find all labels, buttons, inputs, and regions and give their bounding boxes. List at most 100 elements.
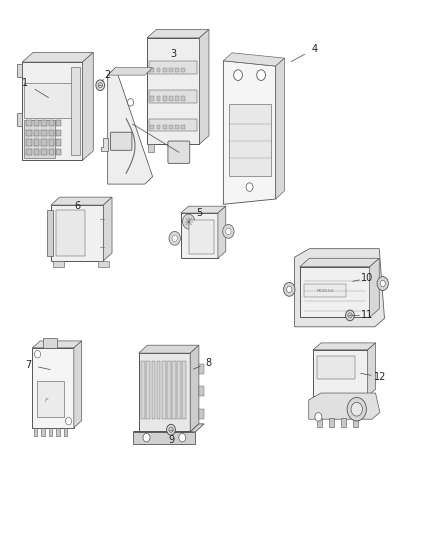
Bar (141, 361, 145, 418)
Circle shape (183, 214, 195, 229)
Bar (156, 96, 160, 101)
Circle shape (348, 313, 352, 318)
Bar (53, 261, 64, 267)
Polygon shape (276, 58, 285, 199)
Text: 2: 2 (105, 70, 111, 80)
Bar (43, 338, 57, 348)
Bar (156, 68, 160, 72)
Circle shape (347, 398, 366, 421)
Bar (175, 125, 179, 130)
Circle shape (246, 183, 253, 191)
Text: 10: 10 (361, 273, 374, 283)
FancyBboxPatch shape (168, 141, 190, 164)
Bar (17, 113, 22, 126)
Bar (49, 427, 53, 435)
Bar (41, 120, 46, 126)
Polygon shape (199, 29, 209, 144)
Bar (181, 125, 185, 130)
Bar (157, 361, 160, 418)
Bar (64, 427, 67, 435)
Bar (26, 149, 32, 155)
Bar (26, 120, 32, 126)
Bar (341, 418, 346, 427)
Bar (71, 67, 80, 155)
Circle shape (169, 427, 173, 432)
Circle shape (346, 310, 354, 321)
Polygon shape (108, 68, 152, 75)
Circle shape (166, 424, 175, 435)
Bar (26, 130, 32, 136)
Bar (162, 125, 166, 130)
Bar (34, 130, 39, 136)
Bar (24, 83, 78, 118)
Polygon shape (147, 38, 199, 144)
Polygon shape (32, 341, 81, 348)
Bar (317, 418, 322, 427)
Polygon shape (22, 62, 82, 160)
Circle shape (172, 235, 177, 241)
FancyBboxPatch shape (110, 132, 132, 150)
Polygon shape (300, 259, 379, 266)
Polygon shape (190, 345, 199, 432)
Polygon shape (313, 343, 375, 350)
Circle shape (143, 433, 150, 442)
Bar (49, 130, 54, 136)
Circle shape (380, 280, 385, 287)
Bar (34, 427, 37, 435)
Polygon shape (223, 61, 276, 204)
Circle shape (35, 351, 41, 358)
Bar (34, 120, 39, 126)
Circle shape (98, 83, 102, 88)
Bar (175, 68, 179, 72)
Polygon shape (51, 197, 112, 205)
Bar (34, 149, 39, 155)
Circle shape (377, 277, 389, 290)
Bar (41, 149, 46, 155)
Bar (169, 125, 173, 130)
Bar (169, 96, 173, 101)
Bar (181, 68, 185, 72)
Bar (37, 381, 64, 417)
Polygon shape (309, 393, 380, 419)
Circle shape (223, 224, 234, 238)
Bar (156, 125, 160, 130)
Bar (150, 125, 154, 130)
Circle shape (169, 231, 180, 245)
Polygon shape (147, 29, 209, 38)
Text: 11: 11 (361, 310, 374, 320)
Polygon shape (181, 213, 218, 259)
Bar (162, 68, 166, 72)
Polygon shape (139, 353, 190, 432)
Circle shape (257, 70, 265, 80)
Text: 1: 1 (21, 78, 28, 88)
Polygon shape (139, 345, 199, 353)
Circle shape (127, 99, 134, 106)
Polygon shape (134, 424, 204, 432)
Bar (199, 386, 204, 396)
Bar (56, 120, 61, 126)
Bar (175, 96, 179, 101)
Bar (353, 418, 358, 427)
Text: 6: 6 (74, 201, 80, 212)
Bar (148, 144, 154, 152)
Bar (41, 427, 45, 435)
Bar (172, 361, 176, 418)
Bar (149, 90, 197, 103)
Bar (167, 361, 171, 418)
Bar (24, 120, 55, 158)
Bar (181, 96, 185, 101)
Bar (134, 432, 195, 443)
Bar (146, 361, 150, 418)
Text: MODULE: MODULE (316, 289, 334, 293)
Bar (162, 361, 166, 418)
Bar (229, 104, 271, 175)
Text: 3: 3 (170, 49, 176, 59)
Bar (189, 220, 214, 254)
Polygon shape (32, 348, 74, 427)
Bar (317, 356, 355, 379)
Bar (41, 139, 46, 146)
Bar (177, 361, 181, 418)
Polygon shape (108, 68, 152, 184)
Polygon shape (370, 259, 379, 317)
Bar (169, 68, 173, 72)
